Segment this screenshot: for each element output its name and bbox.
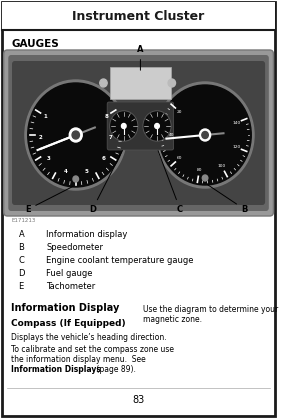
Text: (page 89).: (page 89). bbox=[94, 365, 136, 374]
Text: 83: 83 bbox=[132, 395, 145, 405]
Text: 5: 5 bbox=[84, 169, 88, 174]
Text: 2: 2 bbox=[39, 135, 43, 140]
Text: E: E bbox=[25, 186, 73, 214]
Text: Information display: Information display bbox=[46, 230, 128, 239]
Text: 100: 100 bbox=[218, 164, 226, 168]
Circle shape bbox=[202, 175, 208, 181]
Text: 6: 6 bbox=[101, 156, 105, 161]
FancyBboxPatch shape bbox=[4, 50, 273, 216]
FancyBboxPatch shape bbox=[12, 61, 265, 205]
Text: Tachometer: Tachometer bbox=[46, 282, 95, 291]
FancyBboxPatch shape bbox=[2, 2, 275, 416]
Text: B: B bbox=[19, 243, 24, 252]
Text: E: E bbox=[19, 282, 24, 291]
Circle shape bbox=[100, 79, 107, 87]
Text: Instrument Cluster: Instrument Cluster bbox=[72, 10, 205, 23]
Text: Use the diagram to determine your
magnetic zone.: Use the diagram to determine your magnet… bbox=[143, 305, 278, 324]
Circle shape bbox=[156, 82, 254, 188]
Circle shape bbox=[144, 112, 170, 140]
Circle shape bbox=[122, 123, 126, 128]
Text: 8: 8 bbox=[104, 114, 108, 118]
Text: C: C bbox=[19, 256, 24, 265]
Text: 120: 120 bbox=[232, 145, 240, 149]
Circle shape bbox=[200, 129, 211, 141]
Text: D: D bbox=[89, 150, 122, 214]
Text: Compass (If Equipped): Compass (If Equipped) bbox=[11, 319, 126, 328]
FancyBboxPatch shape bbox=[2, 2, 275, 30]
Circle shape bbox=[110, 111, 138, 141]
Text: D: D bbox=[19, 269, 25, 278]
Circle shape bbox=[143, 111, 171, 141]
Text: the information display menu.  See: the information display menu. See bbox=[11, 355, 146, 364]
Circle shape bbox=[155, 123, 159, 128]
Text: Displays the vehicle’s heading direction.: Displays the vehicle’s heading direction… bbox=[11, 333, 167, 342]
Text: 20: 20 bbox=[177, 110, 182, 114]
Text: 4: 4 bbox=[64, 169, 67, 174]
Text: GAUGES: GAUGES bbox=[11, 39, 59, 49]
Text: 3: 3 bbox=[46, 156, 50, 161]
FancyBboxPatch shape bbox=[107, 102, 174, 150]
Text: 1: 1 bbox=[44, 114, 47, 118]
Text: A: A bbox=[19, 230, 24, 239]
Circle shape bbox=[72, 131, 80, 139]
Circle shape bbox=[73, 176, 79, 182]
Text: 80: 80 bbox=[196, 168, 202, 173]
Circle shape bbox=[69, 128, 82, 142]
Circle shape bbox=[202, 132, 208, 138]
Circle shape bbox=[25, 80, 127, 190]
Text: Engine coolant temperature gauge: Engine coolant temperature gauge bbox=[46, 256, 194, 265]
Text: C: C bbox=[158, 150, 183, 214]
Text: Information Displays: Information Displays bbox=[11, 365, 101, 374]
Text: B: B bbox=[207, 184, 248, 214]
Text: Speedometer: Speedometer bbox=[46, 243, 103, 252]
Text: A: A bbox=[137, 45, 144, 70]
Circle shape bbox=[28, 83, 124, 187]
Text: Fuel gauge: Fuel gauge bbox=[46, 269, 93, 278]
FancyBboxPatch shape bbox=[8, 55, 269, 211]
Text: 7: 7 bbox=[109, 135, 113, 140]
Text: 40: 40 bbox=[169, 133, 175, 137]
FancyBboxPatch shape bbox=[110, 67, 171, 99]
Circle shape bbox=[168, 79, 176, 87]
Text: 140: 140 bbox=[232, 121, 240, 125]
Circle shape bbox=[111, 112, 137, 140]
Circle shape bbox=[159, 85, 251, 185]
Text: E171213: E171213 bbox=[11, 218, 35, 223]
Text: Information Display: Information Display bbox=[11, 303, 119, 313]
Text: To calibrate and set the compass zone use: To calibrate and set the compass zone us… bbox=[11, 345, 174, 354]
Text: 60: 60 bbox=[177, 156, 182, 160]
